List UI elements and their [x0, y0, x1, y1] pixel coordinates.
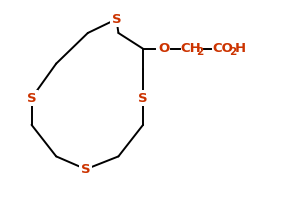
Text: S: S	[138, 92, 148, 105]
Text: CH: CH	[181, 42, 201, 55]
Text: O: O	[158, 42, 169, 55]
Text: S: S	[27, 92, 36, 105]
Text: 2: 2	[229, 47, 236, 57]
Text: 2: 2	[196, 47, 204, 57]
Text: CO: CO	[212, 42, 233, 55]
Text: S: S	[112, 13, 121, 26]
Text: S: S	[81, 163, 91, 176]
Text: H: H	[235, 42, 246, 55]
